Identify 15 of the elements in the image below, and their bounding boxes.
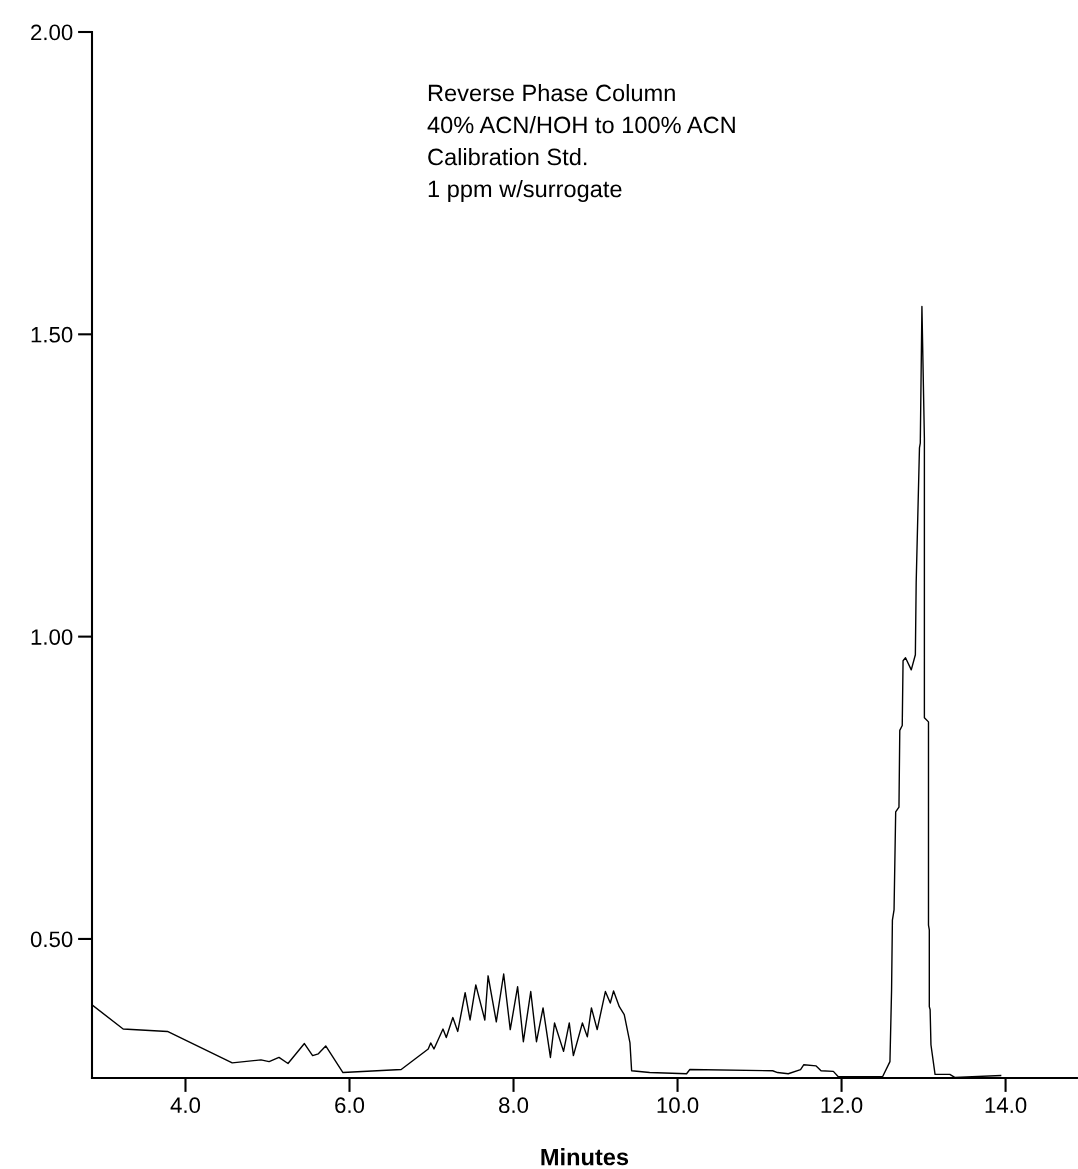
x-tick-label: 14.0	[985, 1097, 1027, 1114]
y-tick-label: 1.00	[31, 629, 73, 645]
y-tick-label: 0.50	[30, 931, 73, 948]
x-axis-title: Minutes	[541, 1148, 629, 1166]
annotation: 40% ACN/HOH to 100% ACN	[427, 116, 735, 134]
x-tick-label: 6.0	[335, 1097, 365, 1114]
x-tick-label: 8.0	[499, 1097, 529, 1114]
x-tick-label: 4.0	[170, 1097, 201, 1114]
annotation: 1 ppm w/surrogate	[428, 180, 622, 202]
x-tick-label: 12.0	[821, 1097, 863, 1114]
x-tick-label: 10.0	[657, 1097, 699, 1114]
annotation: Reverse Phase Column	[428, 84, 675, 102]
annotation: Calibration Std.	[428, 148, 587, 166]
y-tick-label: 1.50	[31, 326, 73, 343]
y-tick-label: 2.00	[31, 24, 73, 41]
